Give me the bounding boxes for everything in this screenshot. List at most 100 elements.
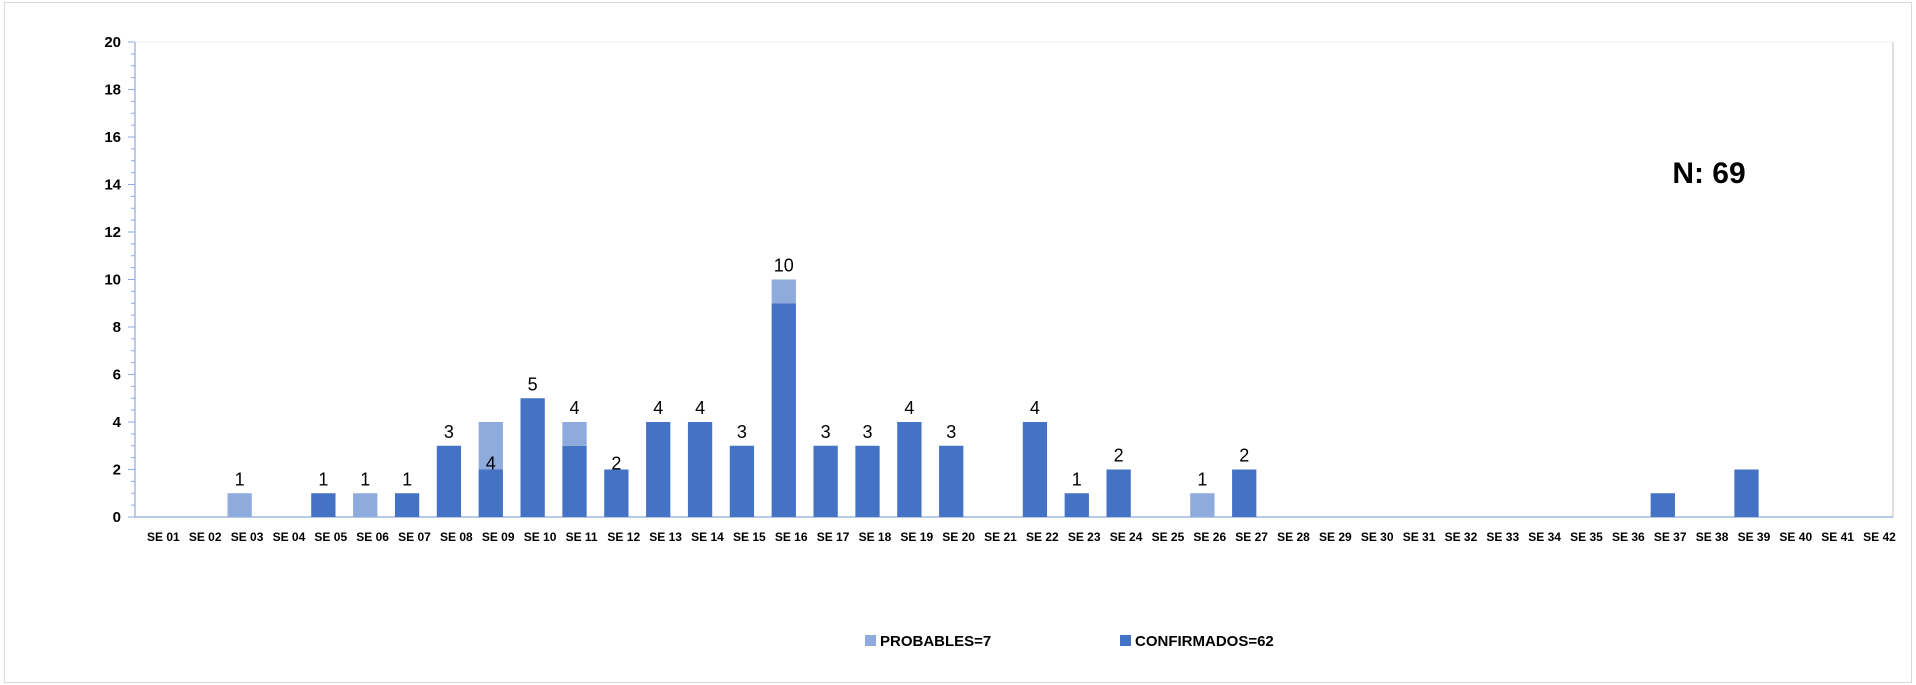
y-tick-label: 0 [113,509,121,526]
bar-confirmados [1064,493,1089,517]
bar-confirmados [729,445,755,517]
bar-confirmados [436,445,462,517]
x-tick-label: SE 39 [1738,530,1771,544]
x-tick-label: SE 26 [1193,530,1226,544]
data-label: 2 [1114,446,1124,466]
x-tick-label: SE 23 [1068,530,1101,544]
data-label: 3 [946,422,956,442]
x-tick-label: SE 27 [1235,530,1268,544]
data-label: 4 [695,398,705,418]
x-tick-label: SE 02 [189,530,222,544]
y-tick-label: 10 [104,272,121,289]
bar-confirmados [1106,469,1131,517]
bar-confirmados [1734,469,1759,517]
bar-confirmados [771,303,796,517]
data-label: 2 [611,454,621,474]
x-tick-label: SE 03 [231,530,264,544]
x-tick-label: SE 16 [775,530,808,544]
legend-label: CONFIRMADOS=62 [1135,633,1274,650]
data-label: 10 [774,256,794,276]
x-tick-label: SE 25 [1152,530,1185,544]
x-tick-label: SE 37 [1654,530,1687,544]
x-tick-label: SE 21 [984,530,1017,544]
bar-confirmados [1232,469,1257,517]
x-tick-label: SE 19 [900,530,933,544]
x-tick-label: SE 01 [147,530,180,544]
x-tick-label: SE 05 [314,530,347,544]
bar-probables [1190,493,1215,517]
x-tick-label: SE 17 [817,530,850,544]
y-tick-label: 4 [113,414,122,431]
x-tick-label: SE 20 [942,530,975,544]
x-axis: SE 01 SE 02 SE 03 SE 04 SE 05 SE 06 SE 07 SE 08… [135,516,1896,544]
x-tick-label: SE 15 [733,530,766,544]
x-tick-label: SE 42 [1863,530,1896,544]
x-tick-label: SE 38 [1696,530,1729,544]
x-tick-label: SE 13 [649,530,682,544]
data-label: 3 [737,422,747,442]
data-label: 4 [486,454,496,474]
bar-confirmados [855,445,880,517]
chart-frame: 0 2 4 6 8 10 12 14 16 18 20 SE 01 SE 02 SE 03 SE 04 SE… [4,2,1912,683]
data-label: 2 [1239,446,1249,466]
data-label: 1 [360,469,370,489]
data-label: 1 [1072,469,1082,489]
bar-probables [771,279,796,304]
bar-probables [478,422,503,470]
x-tick-label: SE 04 [273,530,306,544]
x-tick-label: SE 41 [1821,530,1854,544]
data-label: 1 [318,469,328,489]
data-label: 3 [821,422,831,442]
data-label: 3 [862,422,872,442]
bar-confirmados [646,422,671,517]
x-tick-label: SE 18 [859,530,892,544]
legend-swatch [1120,635,1131,646]
data-label: 4 [904,398,914,418]
y-tick-label: 12 [104,224,121,241]
bar-probables [562,422,587,446]
data-label: 5 [528,374,538,394]
x-tick-label: SE 07 [398,530,431,544]
x-tick-label: SE 22 [1026,530,1059,544]
x-tick-label: SE 08 [440,530,473,544]
bars [227,279,1759,517]
x-tick-label: SE 14 [691,530,724,544]
bar-confirmados [939,445,964,517]
data-label: 4 [653,398,663,418]
x-tick-label: SE 29 [1319,530,1352,544]
data-label: 3 [444,422,454,442]
y-tick-label: 2 [113,462,121,479]
y-tick-label: 6 [113,367,121,384]
y-tick-label: 18 [104,82,121,99]
x-tick-label: SE 12 [607,530,640,544]
bar-confirmados [687,422,713,517]
x-tick-label: SE 06 [356,530,389,544]
bar-confirmados [478,469,503,517]
bar-confirmados [394,493,420,517]
y-tick-label: 14 [104,177,121,194]
bar-probables [227,493,252,517]
y-tick-label: 8 [113,319,121,336]
bar-confirmados [897,422,922,517]
legend-swatch [865,635,876,646]
bar-probables [353,493,378,517]
bar-confirmados [813,445,838,517]
x-tick-label: SE 10 [524,530,557,544]
bar-confirmados [520,398,545,517]
bar-confirmados [604,469,629,517]
x-tick-label: SE 28 [1277,530,1310,544]
legend: PROBABLES=7 CONFIRMADOS=62 [865,633,1274,650]
x-tick-label: SE 30 [1361,530,1394,544]
data-label: 4 [569,398,579,418]
x-tick-label: SE 34 [1528,530,1561,544]
bar-confirmados [1650,493,1675,517]
data-label: 1 [402,469,412,489]
x-tick-label: SE 33 [1486,530,1519,544]
data-label: 1 [235,469,245,489]
y-tick-label: 16 [104,129,121,146]
bar-confirmados [311,493,336,517]
x-tick-label: SE 32 [1445,530,1478,544]
x-tick-label: SE 31 [1403,530,1436,544]
